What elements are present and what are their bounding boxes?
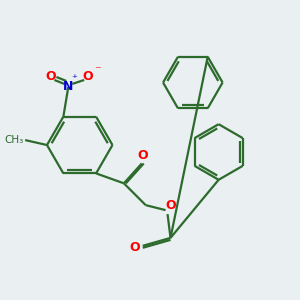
Text: O: O xyxy=(83,70,94,83)
Text: N: N xyxy=(63,80,74,93)
Text: CH₃: CH₃ xyxy=(4,135,23,145)
Text: O: O xyxy=(45,70,56,83)
Text: ⁺: ⁺ xyxy=(71,74,77,84)
Text: O: O xyxy=(137,149,148,162)
Text: O: O xyxy=(130,241,140,254)
Text: O: O xyxy=(165,199,176,212)
Text: ⁻: ⁻ xyxy=(94,64,101,77)
